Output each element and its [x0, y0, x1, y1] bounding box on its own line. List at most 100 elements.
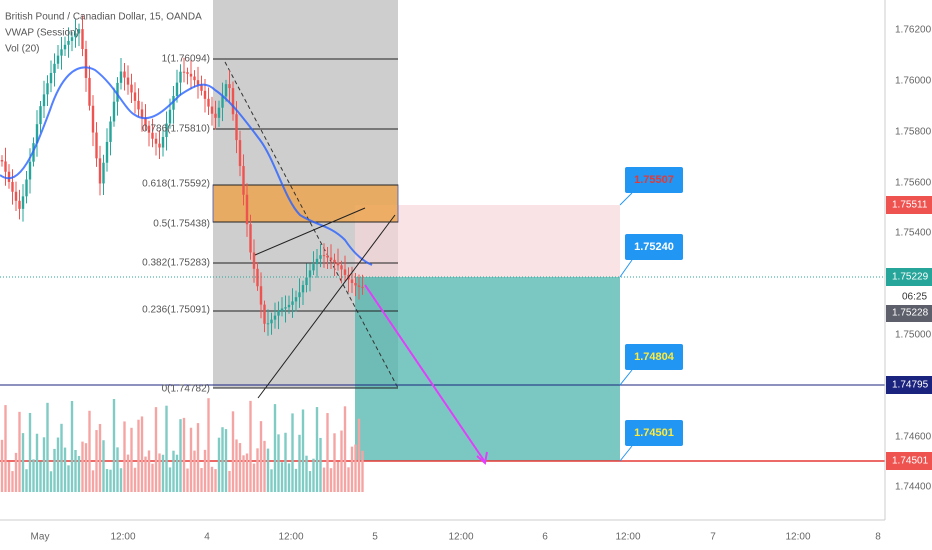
- volume-bar: [165, 405, 168, 492]
- time-label: 8: [875, 532, 881, 543]
- volume-bar: [147, 450, 151, 492]
- candle: [42, 94, 46, 107]
- candle: [56, 55, 60, 64]
- volume-bar: [81, 441, 84, 492]
- volume-bar: [116, 447, 119, 492]
- candle: [221, 96, 224, 108]
- candle: [298, 292, 301, 298]
- volume-bar: [273, 404, 277, 492]
- candle: [270, 319, 273, 324]
- candle: [312, 264, 315, 271]
- candle: [60, 49, 63, 56]
- price-tag: 1.74501: [892, 456, 929, 467]
- candle: [343, 269, 347, 275]
- candle: [140, 109, 144, 118]
- price-label: 1.76000: [895, 76, 932, 87]
- candle: [182, 71, 186, 73]
- candle: [116, 82, 119, 102]
- candle: [91, 105, 95, 133]
- candle: [88, 77, 91, 106]
- price-label: 1.74400: [895, 482, 932, 493]
- fib-label: 0(1.74782): [162, 384, 210, 395]
- volume-bar: [186, 468, 189, 492]
- time-label: 12:00: [448, 532, 473, 543]
- candle: [28, 161, 32, 180]
- volume-bar: [32, 459, 35, 492]
- candle: [126, 77, 130, 85]
- candle: [217, 107, 221, 118]
- candle: [21, 196, 25, 209]
- volume-bar: [11, 471, 14, 492]
- candle: [14, 191, 18, 201]
- volume-bar: [224, 429, 228, 492]
- candle: [207, 98, 210, 107]
- callout-box: [625, 420, 683, 446]
- candle: [354, 283, 357, 286]
- volume-bar: [263, 440, 266, 492]
- volume-bar: [168, 467, 172, 492]
- volume-bar: [102, 440, 105, 492]
- volume-bar: [67, 465, 70, 492]
- volume-bar: [210, 466, 214, 492]
- volume-bar: [189, 427, 193, 492]
- candle: [53, 63, 56, 73]
- volume-bar: [231, 411, 235, 492]
- volume-bar: [291, 413, 294, 492]
- candle: [256, 268, 259, 287]
- candle: [235, 114, 238, 141]
- volume-bar: [126, 454, 130, 492]
- volume-bar: [270, 469, 273, 492]
- time-label: 12:00: [278, 532, 303, 543]
- trend-line: [257, 214, 396, 399]
- volume-bar: [308, 471, 312, 492]
- candle: [81, 29, 84, 50]
- candle: [294, 297, 298, 302]
- candle: [277, 311, 280, 316]
- volume-bar: [350, 446, 354, 492]
- fib-label: 0.382(1.75283): [142, 258, 210, 269]
- candle: [361, 286, 364, 288]
- candle: [11, 181, 14, 192]
- volume-bar: [179, 419, 182, 492]
- volume-bar: [357, 418, 361, 492]
- volume-bar: [119, 468, 123, 492]
- volume-bar: [329, 468, 333, 492]
- candle: [266, 323, 270, 325]
- candle: [245, 194, 249, 225]
- volume-bar: [361, 450, 364, 492]
- volume-bar: [112, 399, 116, 492]
- volume-bar: [214, 469, 217, 492]
- volume-bar: [221, 427, 224, 492]
- callout-box: [625, 167, 683, 193]
- candle: [144, 117, 147, 126]
- callout-box: [625, 344, 683, 370]
- candle: [357, 285, 361, 287]
- callout: 1.75507: [634, 174, 674, 186]
- candle: [336, 262, 340, 266]
- volume-bar: [333, 433, 336, 492]
- candle: [112, 101, 116, 122]
- volume-bar: [298, 434, 301, 492]
- callout: 1.75240: [634, 241, 674, 253]
- candle: [350, 279, 354, 284]
- volume-bar: [42, 437, 46, 492]
- volume-bar: [95, 430, 98, 492]
- volume-bar: [252, 463, 256, 492]
- candle: [224, 84, 228, 97]
- volume-bar: [238, 443, 242, 492]
- legend: British Pound / Canadian Dollar, 15, OAN…: [5, 12, 202, 55]
- candle: [151, 132, 154, 139]
- fib-label: 0.618(1.75592): [142, 179, 210, 190]
- fib-label: 0.5(1.75438): [153, 219, 210, 230]
- candle: [263, 304, 266, 324]
- time-label: 7: [710, 532, 716, 543]
- candle: [238, 140, 242, 167]
- volume-bar: [347, 467, 350, 492]
- volume-bar: [98, 423, 102, 492]
- volume-bar: [133, 467, 137, 492]
- candle: [4, 161, 7, 172]
- fib-label: 1(1.76094): [162, 54, 210, 65]
- candle: [308, 270, 312, 278]
- candle: [291, 301, 294, 305]
